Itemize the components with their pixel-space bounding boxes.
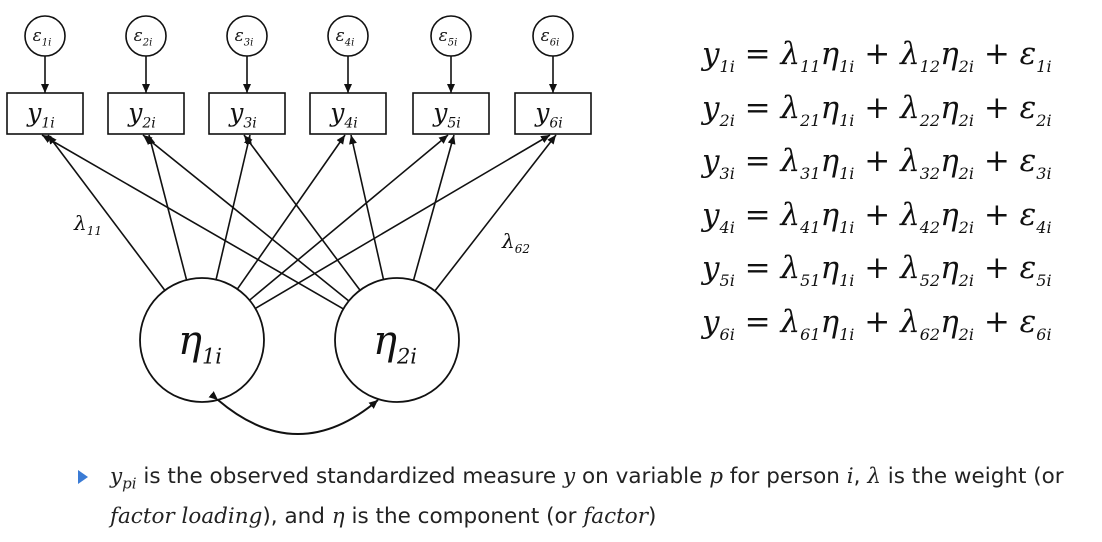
error-circle (24, 15, 66, 57)
loading-arrow (41, 134, 344, 310)
factor-circle (334, 277, 460, 403)
bullet-t5: is the weight (or (887, 464, 1064, 489)
error-node: ε5i (430, 15, 472, 57)
loading-arrow (254, 134, 551, 310)
equation-row: y5i = λ51η1i + λ52η2i + ε5i (702, 250, 1052, 290)
loading-arrow (434, 134, 557, 292)
observed-node: y3i (208, 92, 286, 135)
measurement-equations: y1i = λ11η1i + λ12η2i + ε1i y2i = λ21η1i … (702, 28, 1098, 349)
observed-box (6, 92, 84, 135)
error-label: ε6i (541, 26, 560, 49)
loading-label-lambda-11: λ11 (73, 211, 102, 238)
error-circle (327, 15, 369, 57)
term-factor: factor (583, 504, 649, 530)
bullet-t2: on variable (581, 464, 703, 489)
observed-node: y5i (412, 92, 490, 135)
observed-nodes: y1i y2i y3i y4i y5i y6i (6, 92, 592, 135)
error-node: ε6i (532, 15, 574, 57)
bullet-t1: is the observed standardized measure (143, 464, 557, 489)
observed-box (107, 92, 185, 135)
observed-node: y4i (309, 92, 387, 135)
observed-label: y4i (329, 98, 358, 131)
var-y: y (562, 464, 576, 489)
loading-label-lambda-62: λ62 (501, 229, 530, 256)
error-label: ε4i (336, 26, 355, 49)
var-lambda: λ (867, 464, 881, 489)
bullet-t8: ) (648, 504, 657, 530)
observed-label: y1i (26, 98, 55, 131)
loading-arrow (349, 134, 385, 280)
observed-label: y3i (228, 98, 257, 131)
loading-arrow (412, 134, 456, 281)
term-factor-loading: factor loading (110, 504, 263, 530)
observed-label: y2i (127, 98, 156, 131)
var-i: i (846, 464, 854, 489)
observed-label: y6i (534, 98, 563, 131)
error-circle (226, 15, 268, 57)
error-circle (125, 15, 167, 57)
error-node: ε2i (125, 15, 167, 57)
factor-label: η1i (178, 318, 222, 368)
factor-node: η2i (334, 277, 460, 403)
error-node: ε4i (327, 15, 369, 57)
bullet-t7: is the component (or (351, 504, 577, 530)
equation-row: y4i = λ41η1i + λ42η2i + ε4i (702, 196, 1052, 237)
var-p: p (709, 464, 723, 489)
observed-node: y2i (107, 92, 185, 135)
loading-arrow (236, 134, 346, 290)
observed-box (208, 92, 286, 135)
observed-box (309, 92, 387, 135)
error-label: ε2i (134, 26, 153, 49)
bullet-t3: for person (729, 464, 840, 489)
error-nodes: ε1i ε2i ε3i ε4i ε5i ε6i (24, 15, 574, 57)
equation-row: y3i = λ31η1i + λ32η2i + ε3i (702, 143, 1052, 183)
loading-arrow (142, 134, 350, 302)
factor-covariance-arrow (208, 391, 379, 435)
observed-node: y6i (514, 92, 592, 135)
error-arrows (41, 56, 557, 93)
factor-circle (139, 277, 265, 403)
error-label: ε1i (33, 26, 52, 49)
factor-nodes: η1i η2i (139, 277, 460, 403)
path-diagram: ε1i ε2i ε3i ε4i ε5i ε6i y1i y2i y3i y4i y5i y6i η1… (6, 15, 592, 435)
observed-box (412, 92, 490, 135)
bullet-t6: ), and (262, 504, 325, 530)
error-circle (430, 15, 472, 57)
error-circle (532, 15, 574, 57)
observed-node: y1i (6, 92, 84, 135)
equation-row: y6i = λ61η1i + λ62η2i + ε6i (702, 303, 1052, 344)
observed-box (514, 92, 592, 135)
bullet-t4: , (853, 464, 861, 489)
error-node: ε3i (226, 15, 268, 57)
loading-arrow (243, 134, 361, 291)
var-ypi: ypi (110, 464, 137, 493)
bullet-note: ypi is the observed standardized measure… (78, 460, 1098, 534)
equation-row: y2i = λ21η1i + λ22η2i + ε2i (702, 89, 1052, 130)
factor-node: η1i (139, 277, 265, 403)
triangle-bullet-icon (78, 470, 88, 484)
bullet-text: ypi is the observed standardized measure… (110, 460, 1098, 534)
loading-arrows (41, 134, 557, 310)
observed-label: y5i (432, 98, 461, 131)
error-label: ε5i (439, 26, 458, 49)
error-label: ε3i (235, 26, 254, 49)
loading-arrow (249, 134, 449, 301)
equation-row: y1i = λ11η1i + λ12η2i + ε1i (702, 36, 1052, 76)
var-eta: η (331, 504, 345, 530)
error-node: ε1i (24, 15, 66, 57)
factor-label: η2i (373, 318, 417, 368)
loading-arrow (47, 134, 166, 291)
